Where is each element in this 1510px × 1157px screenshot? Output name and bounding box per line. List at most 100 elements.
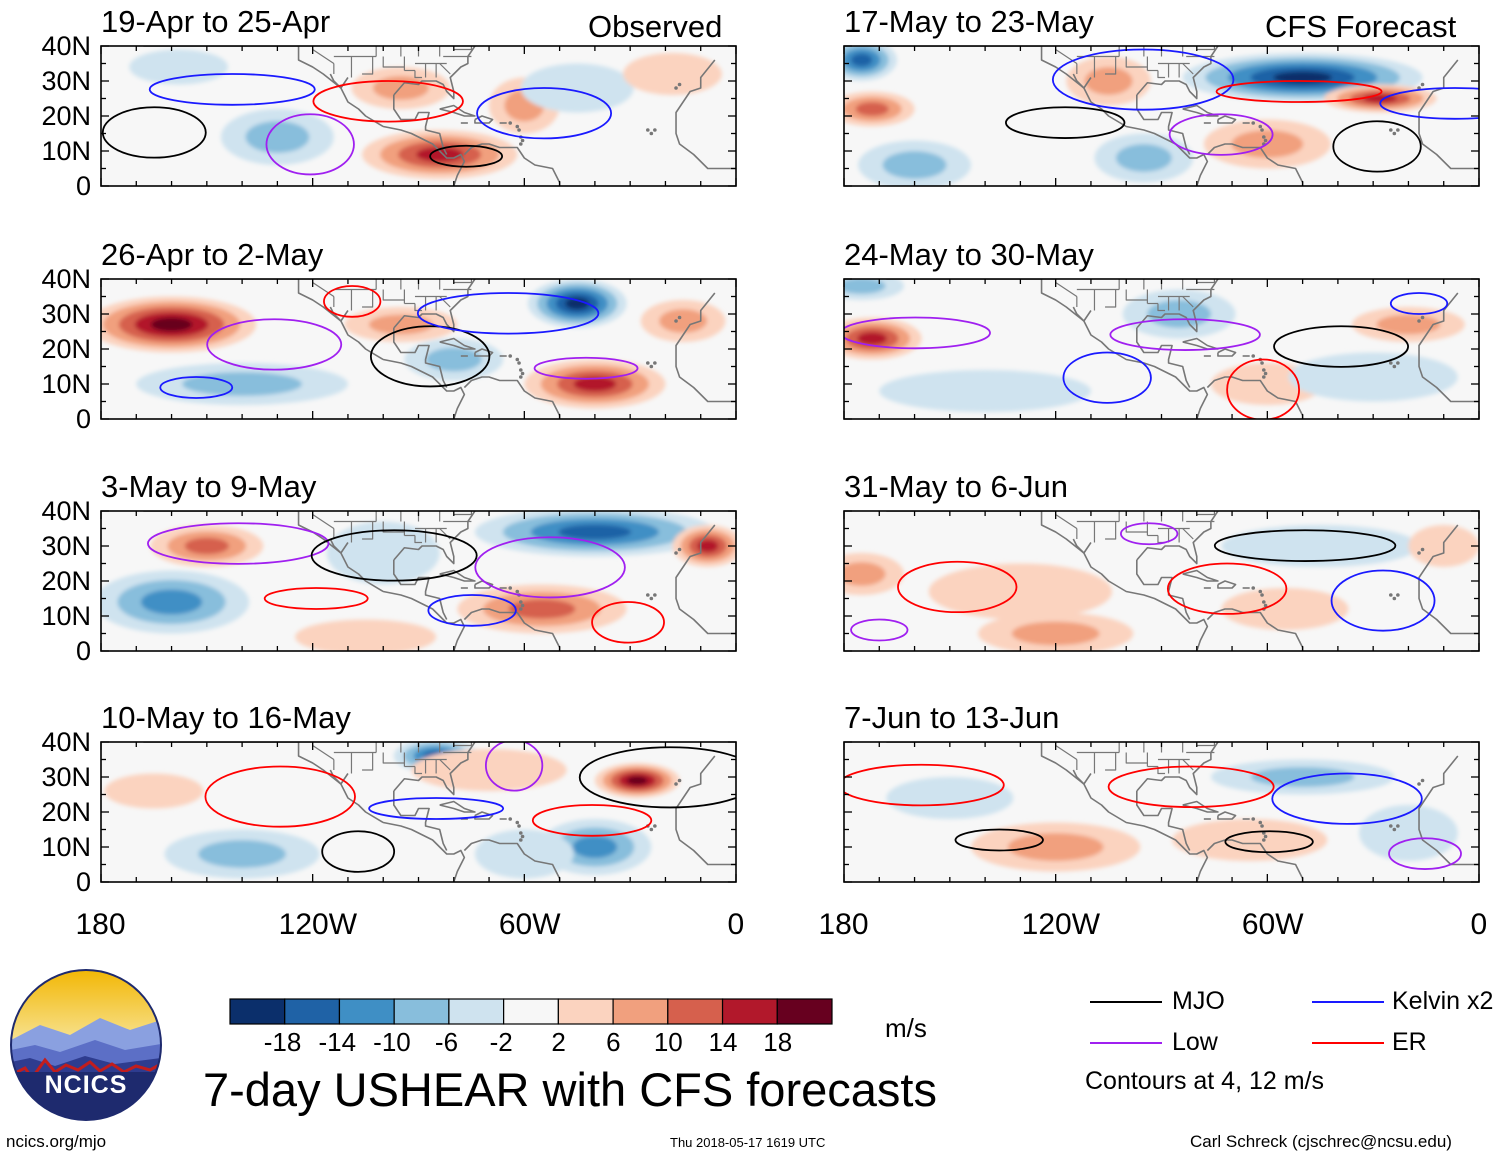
island bbox=[1260, 593, 1264, 597]
state-border bbox=[453, 279, 473, 284]
island bbox=[517, 361, 521, 365]
ncics-logo[interactable]: NCICS bbox=[10, 969, 162, 1132]
island bbox=[1262, 600, 1266, 604]
panel-1 bbox=[100, 45, 737, 187]
colorbar-swatch bbox=[612, 998, 669, 1025]
island bbox=[519, 831, 523, 835]
coastline bbox=[1136, 328, 1191, 388]
mjo-contour bbox=[1332, 120, 1422, 173]
legend-er-label: ER bbox=[1392, 1028, 1427, 1056]
island bbox=[677, 547, 682, 552]
shading-blob bbox=[425, 347, 482, 372]
coastline bbox=[886, 742, 1209, 882]
island bbox=[1262, 375, 1266, 379]
island bbox=[1389, 824, 1393, 828]
island bbox=[1396, 361, 1400, 365]
coastline bbox=[474, 811, 494, 820]
coastline bbox=[1136, 791, 1191, 851]
island bbox=[520, 834, 525, 839]
panel-title: 26-Apr to 2-May bbox=[101, 237, 324, 272]
state-border bbox=[1157, 303, 1166, 312]
island bbox=[519, 600, 523, 604]
coastline bbox=[143, 742, 466, 882]
lat-tick-label: 20N bbox=[41, 101, 91, 131]
island bbox=[653, 361, 657, 365]
island bbox=[1420, 315, 1425, 320]
kelvin-contour bbox=[1271, 772, 1423, 825]
kelvin-contour bbox=[1051, 48, 1235, 111]
island bbox=[646, 128, 650, 132]
lat-tick-label: 10N bbox=[41, 832, 91, 862]
coastline bbox=[675, 755, 736, 866]
er-contour bbox=[1166, 562, 1288, 615]
colorbar-swatch bbox=[338, 998, 395, 1025]
lat-tick-label: 20N bbox=[41, 566, 91, 596]
shading-blob bbox=[520, 63, 634, 113]
kelvin-contour bbox=[1389, 292, 1449, 315]
coastline bbox=[1182, 569, 1219, 582]
kelvin-contour bbox=[1062, 351, 1152, 404]
state-border bbox=[1125, 56, 1148, 68]
shading-blob bbox=[928, 563, 1113, 620]
shading-blob bbox=[198, 840, 286, 868]
island bbox=[1263, 603, 1268, 608]
er-contour bbox=[312, 80, 464, 123]
colorbar-tick-label: 2 bbox=[551, 1027, 566, 1057]
lat-tick-label: 10N bbox=[41, 601, 91, 631]
island bbox=[520, 371, 525, 376]
colorbar-tick-label: 6 bbox=[606, 1027, 621, 1057]
shading-blob bbox=[882, 151, 947, 179]
coastline bbox=[1182, 104, 1219, 117]
island bbox=[1258, 124, 1263, 129]
island bbox=[1389, 128, 1393, 132]
panel-5 bbox=[843, 45, 1480, 187]
coastline bbox=[143, 279, 466, 419]
island bbox=[677, 315, 682, 320]
lon-tick-label: 60W bbox=[1241, 908, 1304, 941]
low-contour bbox=[533, 356, 639, 380]
island bbox=[1262, 368, 1266, 372]
logo-text: NCICS bbox=[45, 1071, 128, 1099]
footer-timestamp: Thu 2018-05-17 1619 UTC bbox=[670, 1135, 826, 1150]
island bbox=[517, 824, 521, 828]
colorbar-tick-label: -2 bbox=[489, 1027, 513, 1057]
state-border bbox=[414, 70, 423, 79]
state-border bbox=[1125, 752, 1148, 764]
shading-blob bbox=[855, 102, 889, 116]
coastline bbox=[393, 328, 448, 388]
lat-tick-label: 30N bbox=[41, 762, 91, 792]
coastline bbox=[1217, 348, 1237, 357]
state-border bbox=[362, 56, 374, 75]
mjo-contour bbox=[1273, 325, 1409, 368]
coastline bbox=[1217, 580, 1237, 589]
island bbox=[1420, 778, 1425, 783]
state-border bbox=[414, 303, 423, 312]
lat-tick-label: 10N bbox=[41, 136, 91, 166]
coastline bbox=[1072, 73, 1092, 89]
island bbox=[1396, 824, 1400, 828]
coastline bbox=[675, 292, 736, 403]
kelvin-contour bbox=[1379, 87, 1479, 120]
coastline bbox=[1206, 608, 1304, 651]
state-border bbox=[1105, 289, 1117, 308]
colorbar-units: m/s bbox=[885, 1013, 927, 1043]
island bbox=[653, 593, 657, 597]
island bbox=[1258, 820, 1263, 825]
lon-tick-label: 0 bbox=[727, 908, 745, 941]
coastline bbox=[463, 608, 561, 651]
state-border bbox=[1125, 521, 1148, 533]
shading-blob bbox=[626, 776, 648, 785]
kelvin-contour bbox=[148, 73, 316, 106]
low-contour bbox=[844, 316, 991, 350]
state-border bbox=[1105, 521, 1117, 540]
island bbox=[1263, 138, 1268, 143]
island bbox=[508, 121, 513, 125]
coastline bbox=[1182, 800, 1219, 813]
colorbar-swatch bbox=[776, 998, 833, 1025]
island bbox=[508, 586, 513, 590]
footer-url[interactable]: ncics.org/mjo bbox=[6, 1132, 107, 1151]
kelvin-contour bbox=[1330, 569, 1436, 632]
panel-4 bbox=[100, 741, 737, 883]
shading-blob bbox=[1288, 352, 1458, 402]
